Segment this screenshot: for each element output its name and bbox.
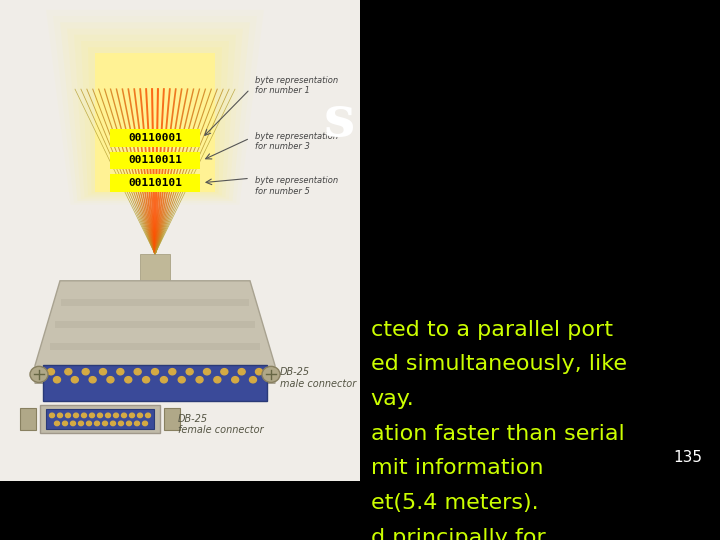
- Circle shape: [106, 413, 110, 417]
- Circle shape: [82, 369, 89, 375]
- Bar: [50, 343, 260, 350]
- Text: DB-25
female connector: DB-25 female connector: [178, 414, 264, 435]
- Circle shape: [58, 413, 63, 417]
- Text: d principally for: d principally for: [371, 528, 546, 540]
- Circle shape: [89, 376, 96, 383]
- Polygon shape: [81, 41, 229, 195]
- Circle shape: [256, 369, 263, 375]
- Polygon shape: [95, 53, 215, 192]
- Polygon shape: [35, 281, 275, 383]
- Bar: [55, 321, 255, 328]
- Polygon shape: [95, 53, 215, 192]
- Text: cted to a parallel port: cted to a parallel port: [371, 320, 613, 340]
- Circle shape: [110, 421, 115, 426]
- Circle shape: [71, 421, 76, 426]
- Circle shape: [65, 369, 72, 375]
- Circle shape: [221, 369, 228, 375]
- Bar: [60, 299, 249, 306]
- Circle shape: [122, 413, 127, 417]
- Circle shape: [78, 421, 84, 426]
- Bar: [110, 152, 200, 170]
- Bar: [110, 174, 200, 192]
- Text: mit information: mit information: [371, 458, 544, 478]
- Circle shape: [81, 413, 86, 417]
- Text: vay.: vay.: [371, 389, 415, 409]
- Circle shape: [127, 421, 132, 426]
- Circle shape: [119, 421, 124, 426]
- Circle shape: [196, 376, 203, 383]
- Text: 00110101: 00110101: [128, 178, 182, 188]
- Bar: [20, 408, 36, 430]
- Text: DB-25
male connector: DB-25 male connector: [280, 367, 356, 389]
- Circle shape: [143, 376, 150, 383]
- Circle shape: [30, 366, 48, 382]
- Bar: [40, 404, 160, 433]
- Circle shape: [186, 369, 193, 375]
- Circle shape: [97, 413, 102, 417]
- Circle shape: [50, 413, 55, 417]
- Circle shape: [48, 369, 55, 375]
- Text: byte representation
for number 3: byte representation for number 3: [255, 132, 338, 151]
- Circle shape: [161, 376, 168, 383]
- Circle shape: [114, 413, 119, 417]
- Circle shape: [117, 369, 124, 375]
- Circle shape: [232, 376, 239, 383]
- Bar: [46, 409, 154, 429]
- Text: 135: 135: [673, 450, 702, 465]
- Circle shape: [89, 413, 94, 417]
- Circle shape: [151, 369, 158, 375]
- Circle shape: [168, 369, 176, 375]
- Polygon shape: [60, 22, 250, 201]
- Circle shape: [134, 369, 141, 375]
- Circle shape: [179, 376, 185, 383]
- Circle shape: [73, 413, 78, 417]
- Bar: [43, 366, 267, 401]
- Circle shape: [86, 421, 91, 426]
- Circle shape: [238, 369, 246, 375]
- Circle shape: [94, 421, 99, 426]
- Circle shape: [145, 413, 150, 417]
- Polygon shape: [88, 47, 222, 193]
- Text: s: s: [324, 93, 355, 148]
- Text: 00110011: 00110011: [128, 156, 182, 165]
- Circle shape: [55, 421, 60, 426]
- Circle shape: [63, 421, 68, 426]
- Circle shape: [102, 421, 107, 426]
- Polygon shape: [67, 29, 243, 199]
- Text: byte representation
for number 1: byte representation for number 1: [255, 76, 338, 95]
- Circle shape: [262, 366, 280, 382]
- Bar: [0, 0, 360, 481]
- Text: et(5.4 meters).: et(5.4 meters).: [371, 493, 539, 513]
- Circle shape: [107, 376, 114, 383]
- Circle shape: [214, 376, 221, 383]
- Circle shape: [138, 413, 143, 417]
- Bar: [110, 129, 200, 147]
- Bar: [164, 408, 180, 430]
- Polygon shape: [74, 35, 236, 197]
- Circle shape: [53, 376, 60, 383]
- Circle shape: [125, 376, 132, 383]
- Circle shape: [250, 376, 256, 383]
- Text: byte representation
for number 5: byte representation for number 5: [255, 177, 338, 196]
- Circle shape: [204, 369, 210, 375]
- Text: 00110001: 00110001: [128, 133, 182, 143]
- Circle shape: [71, 376, 78, 383]
- Circle shape: [130, 413, 135, 417]
- Circle shape: [143, 421, 148, 426]
- Text: ation faster than serial: ation faster than serial: [371, 424, 624, 444]
- Bar: [140, 254, 170, 281]
- Circle shape: [66, 413, 71, 417]
- Circle shape: [99, 369, 107, 375]
- Circle shape: [135, 421, 140, 426]
- Text: ed simultaneously, like: ed simultaneously, like: [371, 354, 627, 374]
- Polygon shape: [53, 16, 257, 203]
